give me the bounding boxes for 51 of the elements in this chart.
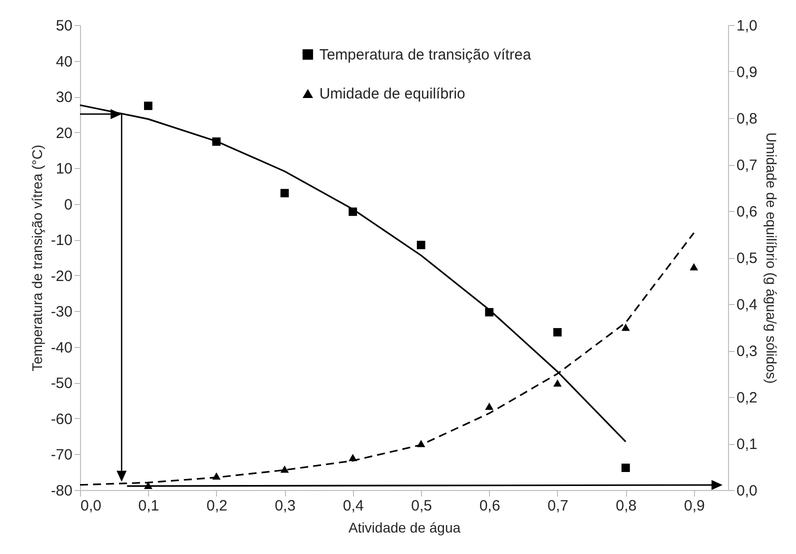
y2-tick-label: 0,0 [736, 482, 758, 500]
y-tick-label: -40 [50, 339, 72, 356]
x-tick-label: 0,7 [548, 498, 568, 514]
legend-label: Temperatura de transição vítrea [319, 46, 532, 64]
point [416, 240, 426, 250]
x-tick-label: 0,0 [80, 498, 102, 514]
y2-tick-label: 0,7 [736, 157, 758, 174]
y2-tick-label: 1,0 [736, 18, 758, 34]
x-tick-label: 0,4 [342, 498, 364, 514]
y-axis-title: Temperatura de transição vítrea (°C) [28, 144, 45, 372]
y-tick-label: -60 [50, 410, 72, 428]
y-tick-label: 40 [56, 53, 72, 70]
y2-tick-label: 0,8 [736, 110, 758, 128]
y2-tick-label: 0,1 [736, 436, 758, 453]
x-tick-label: 0,1 [138, 498, 160, 514]
point [144, 102, 152, 110]
y-tick-label: 50 [56, 18, 72, 34]
y-tick-label: -30 [50, 304, 72, 321]
y-tick-label: -80 [50, 482, 72, 500]
y-tick-label: 20 [56, 124, 72, 142]
y-tick-label: -10 [50, 232, 72, 250]
x-tick-label: 0,6 [479, 498, 500, 514]
y2-tick-label: 0,9 [736, 64, 758, 81]
x-tick-label: 0,3 [274, 498, 296, 514]
y2-axis-title: Umidade de equilíbrio (g água/g sólidos) [763, 132, 780, 384]
point [690, 263, 698, 270]
y-tick-label: 30 [56, 89, 72, 106]
y2-tick-label: 0,2 [736, 390, 758, 406]
point [622, 324, 630, 331]
x-axis-title: Atividade de água [348, 520, 461, 536]
x-tick-label: 0,2 [206, 498, 228, 514]
point [553, 379, 562, 387]
point [485, 402, 494, 410]
y-tick-label: -70 [50, 446, 72, 464]
legend-label: Umidade de equilíbrio [319, 86, 466, 102]
x-tick-label: 0,8 [616, 498, 637, 514]
y-tick-label: 0 [64, 196, 72, 214]
y2-tick-label: 0,4 [736, 296, 758, 314]
y2-tick-label: 0,3 [736, 343, 758, 360]
y-tick-label: -20 [50, 268, 72, 285]
y-tick-label: 10 [56, 160, 72, 178]
x-tick-label: 0,9 [684, 498, 705, 514]
x-tick-label: 0,5 [411, 498, 432, 514]
point [280, 188, 289, 198]
point [144, 482, 152, 489]
y2-tick-label: 0,5 [736, 250, 758, 267]
y2-tick-label: 0,6 [736, 204, 758, 220]
point [553, 328, 562, 336]
point [622, 464, 630, 472]
point [280, 465, 289, 473]
y-tick-label: -50 [50, 375, 72, 392]
